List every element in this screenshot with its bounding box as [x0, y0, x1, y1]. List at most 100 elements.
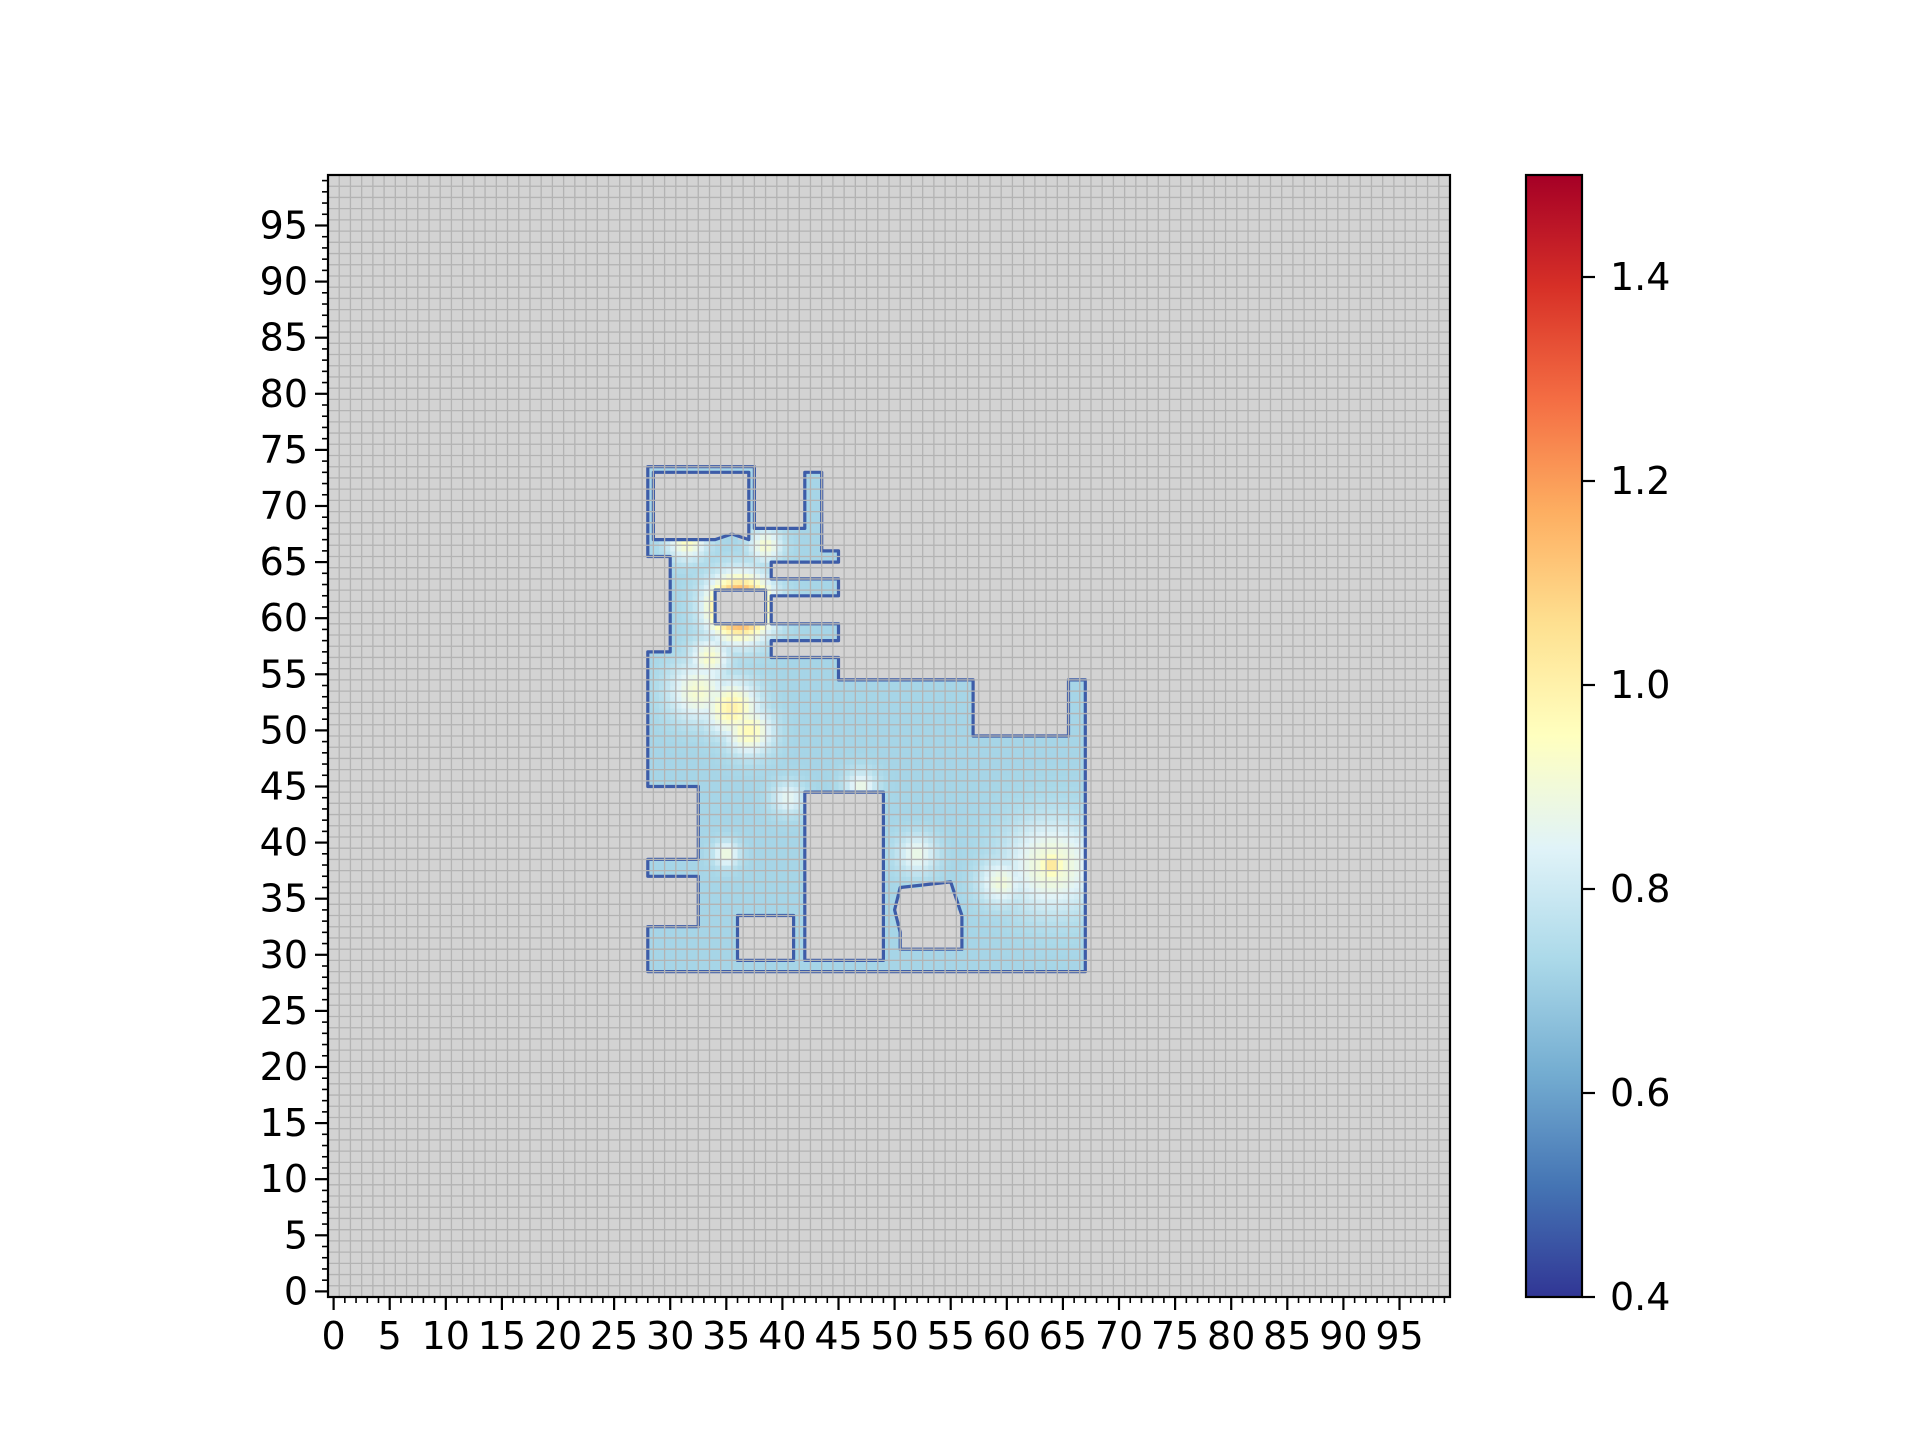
heat-cell	[1018, 937, 1025, 945]
heat-cell	[832, 741, 840, 748]
colorbar-scale	[1526, 175, 1582, 1297]
heat-cell	[715, 707, 722, 715]
heat-cell	[911, 696, 918, 703]
heat-cell	[715, 556, 722, 563]
heat-cell	[715, 825, 722, 832]
heat-cell	[675, 943, 683, 950]
heat-cell	[1074, 921, 1081, 928]
heat-cell	[793, 696, 800, 703]
heat-cell	[709, 550, 716, 558]
heat-cell	[911, 853, 918, 861]
heat-cell	[647, 691, 654, 698]
heat-cell	[950, 696, 957, 703]
heat-cell	[1046, 960, 1053, 967]
heat-cell	[720, 803, 727, 810]
heat-cell	[793, 657, 800, 664]
heat-cell	[995, 915, 1002, 922]
heat-cell	[900, 747, 907, 754]
heat-cell	[849, 679, 856, 687]
heat-cell	[1046, 797, 1053, 804]
heat-cell	[709, 707, 716, 715]
heat-cell	[720, 808, 727, 816]
heat-cell	[872, 758, 879, 765]
heat-cell	[715, 685, 722, 692]
heat-cell	[905, 758, 913, 765]
heat-cell	[866, 724, 873, 731]
heat-cell	[1057, 820, 1064, 827]
heat-cell	[748, 786, 755, 793]
heat-cell	[1023, 865, 1030, 872]
heat-cell	[731, 814, 739, 821]
heat-cell	[1074, 836, 1081, 844]
heat-cell	[709, 842, 716, 849]
heat-cell	[743, 629, 750, 636]
heat-cell	[726, 719, 733, 726]
heat-cell	[692, 865, 699, 872]
heat-cell	[928, 685, 935, 692]
heat-cell	[782, 747, 789, 754]
heat-cell	[827, 635, 834, 642]
heat-cell	[681, 635, 688, 642]
heat-cell	[709, 578, 716, 586]
heat-cell	[647, 865, 654, 872]
heat-cell	[670, 769, 677, 776]
heat-cell	[821, 775, 828, 782]
heat-cell	[765, 590, 772, 597]
heat-cell	[1029, 786, 1036, 793]
heat-cell	[950, 814, 957, 821]
heat-cell	[821, 960, 828, 967]
heat-cell	[1040, 887, 1047, 894]
heat-cell	[698, 651, 705, 659]
heat-cell	[782, 808, 789, 816]
heat-cell	[799, 921, 806, 928]
heat-cell	[1046, 792, 1053, 799]
heat-cell	[709, 814, 716, 821]
x-tick-label: 30	[646, 1314, 694, 1358]
heat-cell	[939, 780, 946, 788]
heat-cell	[894, 713, 901, 720]
heat-cell	[709, 736, 716, 743]
heat-cell	[967, 769, 974, 776]
heat-cell	[1062, 937, 1070, 945]
heat-cell	[647, 719, 654, 726]
heat-cell	[698, 601, 705, 608]
heat-cell	[799, 898, 806, 905]
heat-cell	[726, 949, 733, 956]
heat-cell	[922, 724, 929, 731]
heat-cell	[1018, 904, 1025, 911]
heat-cell	[973, 764, 980, 771]
heat-cell	[743, 803, 750, 810]
heat-cell	[956, 736, 963, 743]
heat-cell	[989, 786, 997, 793]
heat-cell	[748, 853, 755, 861]
heat-cell	[647, 937, 654, 945]
heat-cell	[917, 702, 924, 709]
heat-cell	[698, 932, 705, 939]
heat-cell	[776, 853, 784, 861]
heat-cell	[782, 820, 789, 827]
heat-cell	[703, 674, 711, 681]
heat-cell	[799, 752, 806, 760]
heat-cell	[849, 719, 856, 726]
heat-cell	[647, 954, 654, 961]
heat-cell	[726, 937, 733, 945]
heat-cell	[911, 848, 918, 855]
heat-cell	[866, 747, 873, 754]
heat-cell	[782, 764, 789, 771]
heat-cell	[883, 831, 890, 838]
heat-cell	[900, 797, 907, 804]
y-tick-label: 25	[260, 989, 308, 1033]
heat-cell	[737, 623, 744, 631]
heat-cell	[670, 859, 677, 866]
heat-cell	[978, 831, 985, 838]
heat-cell	[810, 505, 817, 513]
heat-cell	[731, 657, 739, 664]
heat-cell	[917, 797, 924, 804]
heat-cell	[799, 893, 806, 900]
heat-cell	[793, 590, 800, 597]
heat-cell	[675, 584, 683, 591]
heat-cell	[872, 724, 879, 731]
heat-cell	[670, 668, 677, 675]
heat-cell	[743, 898, 750, 905]
heat-cell	[911, 792, 918, 799]
